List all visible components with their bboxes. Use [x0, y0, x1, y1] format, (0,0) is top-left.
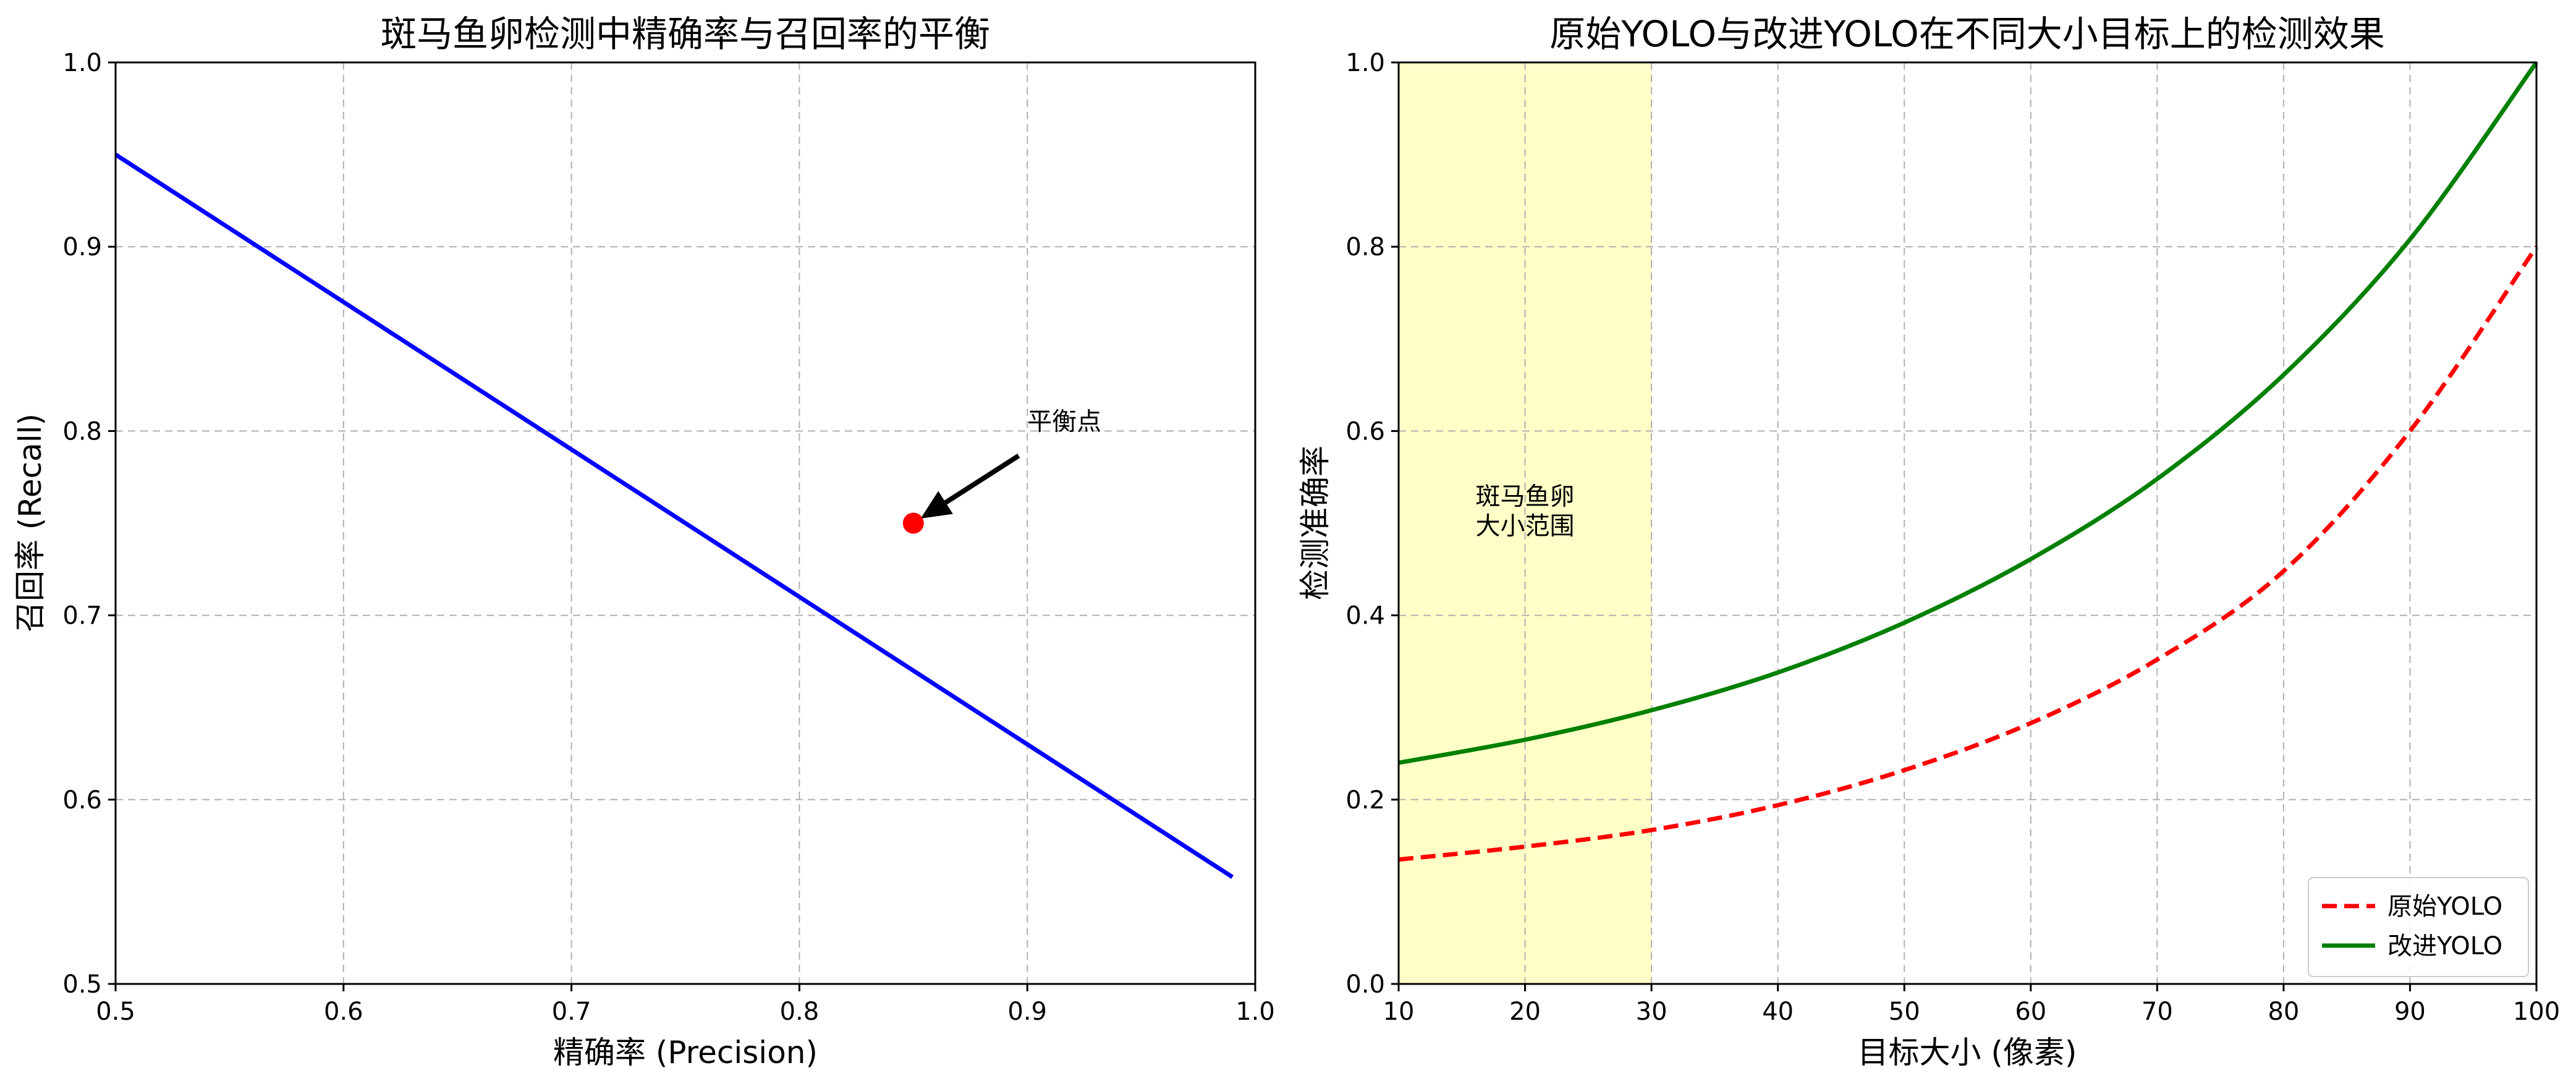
y-tick-label: 1.0: [62, 49, 102, 77]
x-tick-label: 10: [1383, 998, 1415, 1026]
left-y-axis-label: 召回率 (Recall): [12, 413, 48, 632]
x-tick-label: 0.5: [96, 998, 135, 1026]
series-line: [114, 153, 1234, 879]
right-x-axis-label: 目标大小 (像素): [1858, 1035, 2077, 1070]
legend-label: 原始YOLO: [2387, 892, 2502, 921]
x-tick-label: 80: [2268, 998, 2299, 1026]
y-tick-label: 0.4: [1345, 602, 1385, 630]
right-plot-frame: [1397, 61, 2538, 985]
x-tick-label: 0.9: [1007, 998, 1047, 1026]
left-plot-frame: [114, 61, 1256, 985]
x-tick-label: 40: [1762, 998, 1794, 1026]
x-tick-label: 0.8: [780, 998, 820, 1026]
shaded-region-label: 斑马鱼卵: [1476, 483, 1575, 511]
x-tick-label: 30: [1636, 998, 1667, 1026]
shaded-region-label: 大小范围: [1476, 512, 1575, 541]
y-tick-label: 0.0: [1345, 970, 1385, 999]
y-tick-label: 0.6: [62, 786, 102, 815]
x-tick-label: 1.0: [1235, 998, 1275, 1026]
x-tick-label: 0.7: [552, 998, 591, 1026]
right-chart-title: 原始YOLO与改进YOLO在不同大小目标上的检测效果: [1549, 13, 2385, 55]
legend-label: 改进YOLO: [2387, 932, 2502, 960]
x-tick-label: 90: [2394, 998, 2426, 1026]
annotation-arrow: [944, 454, 1020, 505]
annotation-label: 平衡点: [1027, 407, 1101, 436]
balance-point-marker: [902, 512, 924, 534]
x-tick-label: 60: [2015, 998, 2046, 1026]
right-y-axis-label: 检测准确率: [1297, 446, 1333, 600]
x-tick-label: 50: [1889, 998, 1920, 1026]
legend-box: [2308, 877, 2529, 977]
y-tick-label: 0.5: [62, 970, 102, 999]
y-tick-label: 0.8: [1345, 233, 1385, 261]
annotation-arrowhead: [920, 491, 953, 519]
legend: 原始YOLO 改进YOLO: [2308, 877, 2529, 977]
x-tick-label: 20: [1509, 998, 1541, 1026]
x-tick-label: 0.6: [324, 998, 363, 1026]
left-chart: 斑马鱼卵检测中精确率与召回率的平衡 平衡点 0.5 0.6 0.7 0.8 0.9 1.0…: [12, 13, 1275, 1070]
y-tick-label: 0.8: [62, 417, 102, 446]
y-tick-label: 0.2: [1345, 786, 1385, 815]
x-tick-label: 70: [2142, 998, 2173, 1026]
y-tick-label: 0.7: [62, 602, 102, 630]
series-line-原始YOLO: [1398, 245, 2538, 862]
left-x-axis-label: 精确率 (Precision): [553, 1035, 818, 1070]
x-tick-label: 100: [2513, 998, 2560, 1026]
left-chart-title: 斑马鱼卵检测中精确率与召回率的平衡: [381, 13, 990, 55]
y-tick-label: 1.0: [1345, 49, 1385, 77]
series-line-改进YOLO: [1398, 61, 2538, 765]
y-tick-label: 0.6: [1345, 417, 1385, 446]
y-tick-label: 0.9: [62, 233, 102, 261]
